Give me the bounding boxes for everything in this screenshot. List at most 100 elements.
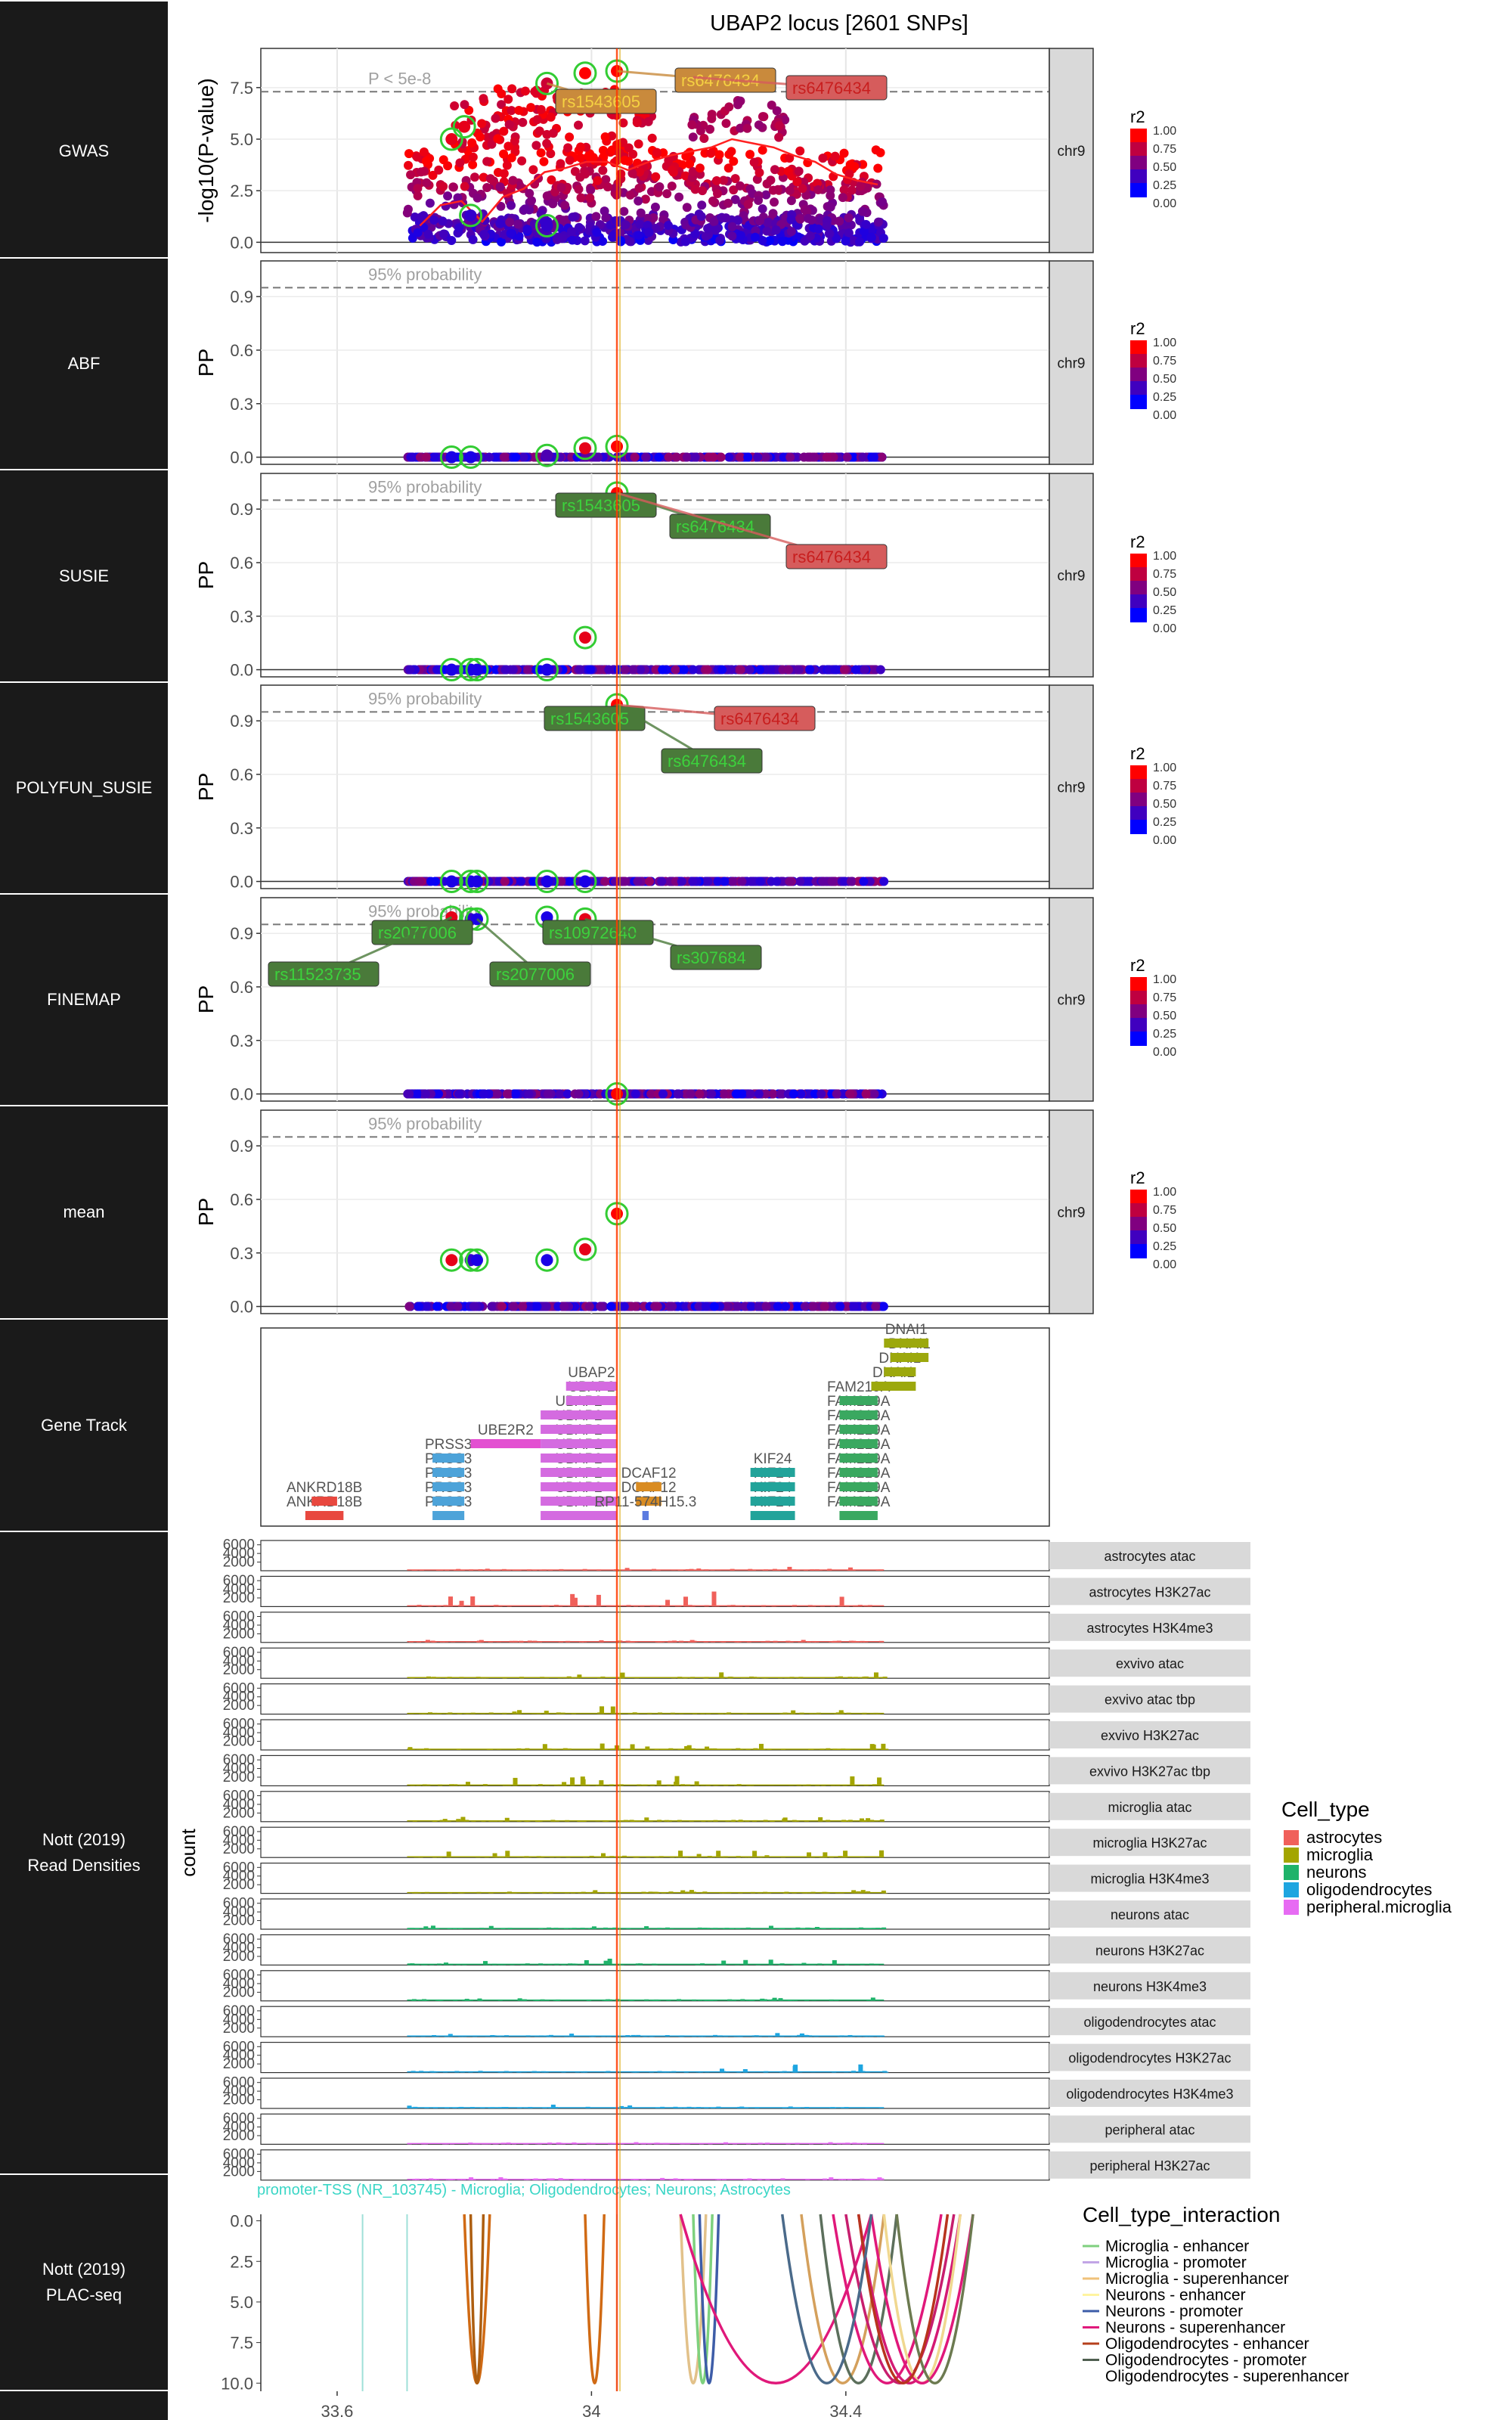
track-strip — [1049, 1649, 1250, 1677]
density-bar — [711, 1591, 717, 1607]
snp-point — [845, 1089, 855, 1099]
snp-point — [688, 166, 698, 176]
y-tick-label: 4000 — [223, 1653, 255, 1669]
snp-point — [826, 202, 835, 212]
density-bar — [411, 2071, 416, 2073]
density-bar — [465, 1782, 470, 1786]
density-bar — [512, 1711, 517, 1714]
snp-point-highlight — [464, 451, 477, 464]
credible-set-ring — [459, 445, 483, 470]
density-bar — [447, 1928, 452, 1929]
density-bar — [506, 1569, 511, 1571]
legend-label: 0.25 — [1153, 1240, 1176, 1253]
density-bar — [775, 2033, 780, 2037]
snp-point — [664, 156, 674, 166]
y-tick-label: 0.6 — [230, 554, 253, 572]
snp-point — [690, 452, 700, 462]
density-bar — [438, 1570, 444, 1571]
y-tick-label: 2000 — [223, 1984, 255, 2000]
density-bar — [873, 1672, 878, 1679]
facet-strip — [1049, 897, 1094, 1102]
snp-point — [417, 212, 426, 222]
legend-swatch — [1130, 581, 1147, 595]
density-bar — [540, 1999, 545, 2001]
density-bar — [705, 1746, 710, 1750]
density-bar — [428, 1606, 433, 1607]
density-bar — [457, 2179, 462, 2180]
density-bar — [699, 1570, 704, 1571]
density-bar — [772, 1997, 777, 2001]
snp-point-highlight — [578, 442, 591, 455]
snp-point — [696, 212, 706, 222]
snp-point — [687, 119, 697, 129]
legend-title: r2 — [1130, 532, 1145, 551]
density-bar — [834, 2000, 839, 2001]
density-bar — [716, 1851, 721, 1858]
snp-point — [497, 237, 507, 247]
y-tick-label: 6000 — [223, 1860, 255, 1876]
density-bar — [624, 1749, 630, 1750]
density-bar — [631, 2034, 636, 2037]
snp-point — [652, 147, 662, 157]
snp-point — [844, 169, 854, 179]
snp-point — [822, 221, 832, 231]
snp-point — [419, 147, 429, 157]
density-bar — [502, 1677, 507, 1679]
density-bar — [854, 1642, 860, 1643]
density-bar — [752, 1820, 758, 1822]
row-separator — [0, 1318, 168, 1320]
snp-point-highlight — [578, 67, 591, 79]
density-bar — [881, 1743, 886, 1750]
density-bar — [562, 1677, 568, 1679]
density-bar — [705, 1928, 711, 1929]
snp-point — [736, 452, 745, 462]
density-bar — [548, 1569, 553, 1571]
snp-point — [729, 157, 739, 166]
snp-point — [761, 452, 770, 462]
density-bar — [635, 1856, 640, 1858]
gene-body — [432, 1454, 465, 1463]
density-bar — [407, 2143, 412, 2145]
r2-legend: r21.000.750.500.250.00 — [1130, 319, 1176, 422]
density-bar — [864, 1928, 869, 1929]
density-bar — [485, 1964, 491, 1965]
snp-point — [632, 118, 642, 128]
density-bar — [832, 1641, 837, 1643]
snp-point — [636, 208, 646, 218]
gene-body — [839, 1482, 878, 1491]
density-bar — [755, 1749, 761, 1750]
density-bar — [470, 1712, 476, 1714]
snp-point — [761, 1302, 771, 1311]
density-bar — [848, 1640, 854, 1643]
density-bar — [610, 1706, 615, 1714]
density-bar — [600, 1706, 605, 1714]
density-bar — [827, 1568, 832, 1571]
density-bar — [803, 1785, 808, 1786]
density-bar — [525, 1963, 530, 1965]
snp-point — [480, 216, 490, 225]
label-text: rs1543605 — [562, 92, 640, 111]
density-bar — [852, 2142, 857, 2145]
snp-point — [620, 155, 630, 165]
gene-body — [432, 1468, 465, 1477]
track-frame — [260, 1826, 1050, 1858]
density-bar — [749, 1676, 754, 1679]
snp-point — [406, 170, 416, 180]
density-bar — [578, 1641, 584, 1643]
density-bar — [732, 2143, 737, 2145]
density-bar — [689, 1568, 694, 1571]
snp-point — [707, 1089, 717, 1099]
smooth-line — [419, 138, 878, 227]
density-bar — [727, 1677, 733, 1679]
density-bar — [799, 1712, 804, 1714]
snp-point — [601, 213, 611, 222]
density-bar — [519, 1640, 524, 1643]
legend-swatch — [1130, 368, 1147, 382]
density-bar — [572, 1677, 577, 1679]
snp-point — [413, 191, 423, 200]
credible-set-ring — [439, 870, 463, 894]
density-bar — [652, 1605, 658, 1607]
y-tick-label: 0.9 — [230, 712, 253, 731]
